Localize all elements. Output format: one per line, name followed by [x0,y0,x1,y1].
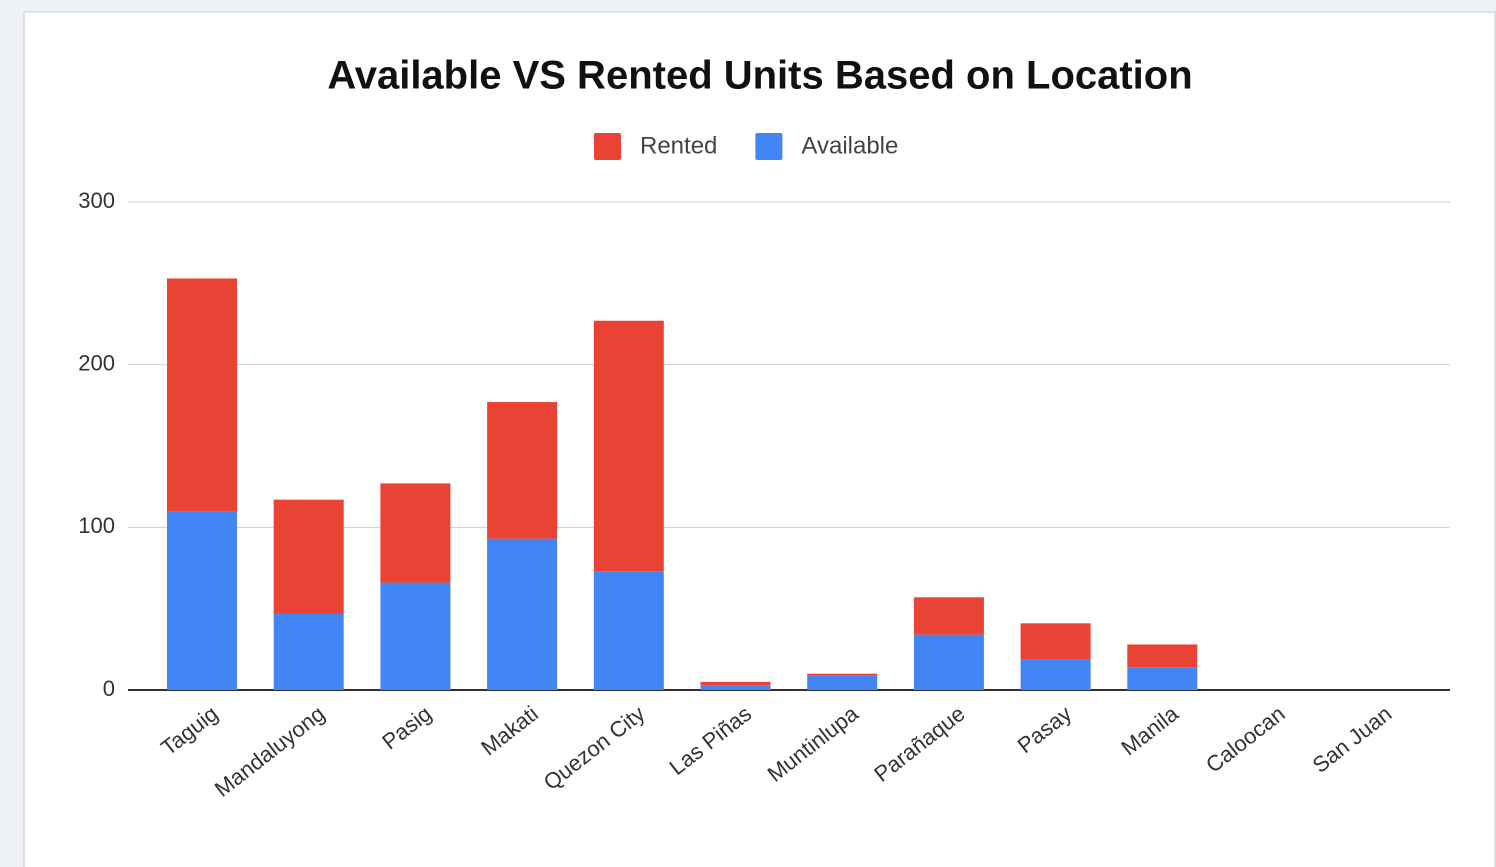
bar-segment [593,571,664,690]
y-tick-label: 100 [78,513,115,538]
bar-segment [380,582,451,690]
bar-segment [273,499,344,614]
bar-segment [1127,667,1198,690]
bar-segment [167,278,237,512]
legend-label: Available [801,132,898,159]
legend-label: Rented [640,132,717,159]
bar-segment [700,681,771,686]
legend-swatch [594,133,621,160]
bar-segment [807,675,878,690]
bar-segment [700,685,771,690]
bar-segment [1127,644,1198,668]
bar-segment [487,402,558,539]
y-tick-label: 200 [78,350,115,375]
bar-segment [167,511,237,690]
bar-segment [913,597,984,635]
bar-segment [807,673,878,676]
chart-title: Available VS Rented Units Based on Locat… [327,54,1192,98]
bar-segment [1020,659,1091,690]
y-tick-label: 300 [78,188,115,213]
bar-segment [487,538,558,690]
bar-segment [380,483,451,583]
y-tick-label: 0 [103,676,115,701]
bar-segment [593,320,664,572]
bar-segment [273,613,344,690]
bar-segment [913,634,984,690]
legend-swatch [755,133,783,160]
bar-segment [1020,623,1091,660]
